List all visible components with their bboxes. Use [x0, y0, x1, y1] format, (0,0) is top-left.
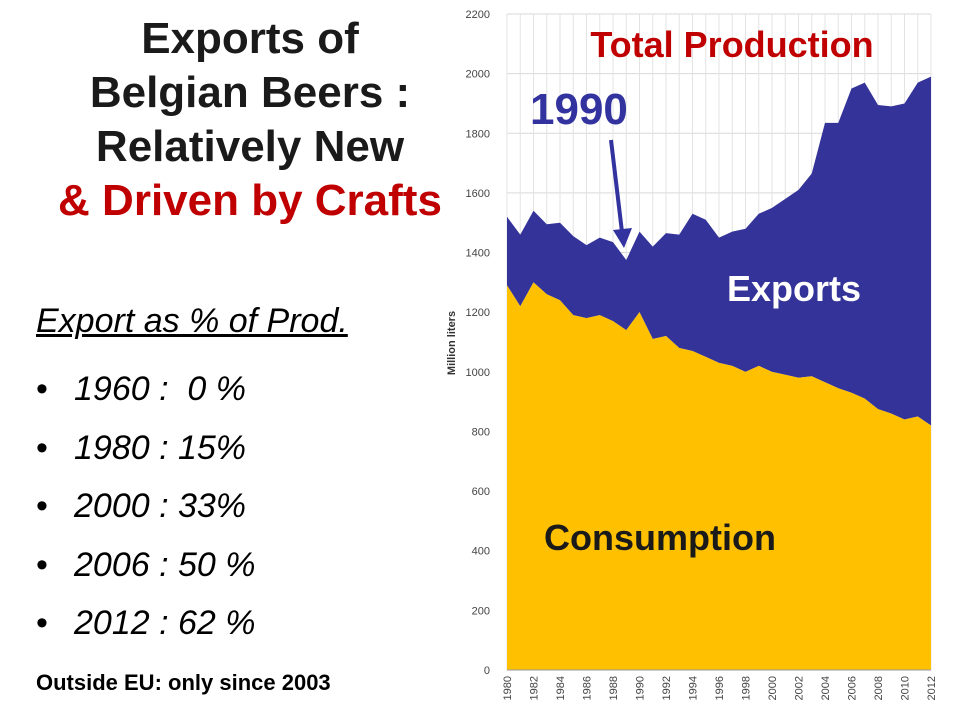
- subheading: Export as % of Prod.: [36, 302, 348, 340]
- y-axis-label: Million liters: [446, 311, 458, 375]
- x-tick-label: 2012: [926, 676, 938, 700]
- year-1990-arrow: [609, 139, 624, 233]
- y-tick-label: 1600: [466, 188, 490, 200]
- x-tick-label: 1988: [608, 676, 620, 700]
- y-tick-label: 600: [472, 486, 490, 498]
- bullet-item: 2000 : 33%: [36, 477, 255, 536]
- x-tick-label: 1986: [582, 676, 594, 700]
- slide-title: Exports of Belgian Beers : Relatively Ne…: [0, 12, 500, 228]
- y-tick-label: 200: [472, 605, 490, 617]
- consumption-label: Consumption: [544, 517, 776, 558]
- x-tick-label: 2006: [847, 676, 859, 700]
- y-tick-label: 2200: [466, 9, 490, 21]
- y-axis-ticks: 0 200 400 600 800 1000 1200 1400 1600 1800 2000 220…: [466, 9, 490, 677]
- x-tick-label: 1994: [688, 676, 700, 700]
- x-tick-label: 1980: [502, 676, 514, 700]
- x-tick-label: 1982: [529, 676, 541, 700]
- chart-areas: [507, 76, 931, 671]
- exports-label: Exports: [727, 268, 861, 309]
- x-tick-label: 1998: [741, 676, 753, 700]
- export-share-list: 1960 : 0 % 1980 : 15% 2000 : 33% 2006 : …: [36, 360, 255, 653]
- year-1990-label: 1990: [530, 85, 628, 134]
- x-tick-label: 1984: [555, 676, 567, 700]
- y-tick-label: 1200: [466, 307, 490, 319]
- x-tick-label: 1990: [635, 676, 647, 700]
- total-production-label: Total Production: [590, 24, 873, 65]
- footnote: Outside EU: only since 2003: [36, 670, 331, 695]
- y-tick-label: 2000: [466, 69, 490, 81]
- x-tick-label: 2002: [794, 676, 806, 700]
- title-line-3: Relatively New: [95, 122, 405, 171]
- x-tick-label: 1992: [661, 676, 673, 700]
- y-tick-label: 800: [472, 426, 490, 438]
- y-tick-label: 1000: [466, 367, 490, 379]
- x-tick-label: 2000: [767, 676, 779, 700]
- bullet-item: 1980 : 15%: [36, 419, 255, 478]
- title-line-2: Belgian Beers :: [89, 68, 411, 117]
- y-tick-label: 400: [472, 546, 490, 558]
- title-line-4: & Driven by Crafts: [58, 176, 442, 225]
- bullet-item: 2006 : 50 %: [36, 536, 255, 595]
- x-axis-ticks: 1980 1982 1984 1986 1988 1990 1992 1994 1996 1998…: [502, 676, 938, 700]
- y-tick-label: 1800: [466, 128, 490, 140]
- y-tick-label: 0: [484, 665, 490, 677]
- arrow-head-icon: [613, 228, 632, 248]
- consumption-area: [507, 282, 931, 670]
- x-tick-label: 2010: [900, 676, 912, 700]
- bullet-item: 2012 : 62 %: [36, 594, 255, 653]
- bullet-item: 1960 : 0 %: [36, 360, 255, 419]
- exports-area: [507, 76, 931, 426]
- title-line-1: Exports of: [141, 14, 359, 63]
- y-tick-label: 1400: [466, 248, 490, 260]
- x-tick-label: 1996: [714, 676, 726, 700]
- x-tick-label: 2008: [873, 676, 885, 700]
- x-tick-label: 2004: [820, 676, 832, 700]
